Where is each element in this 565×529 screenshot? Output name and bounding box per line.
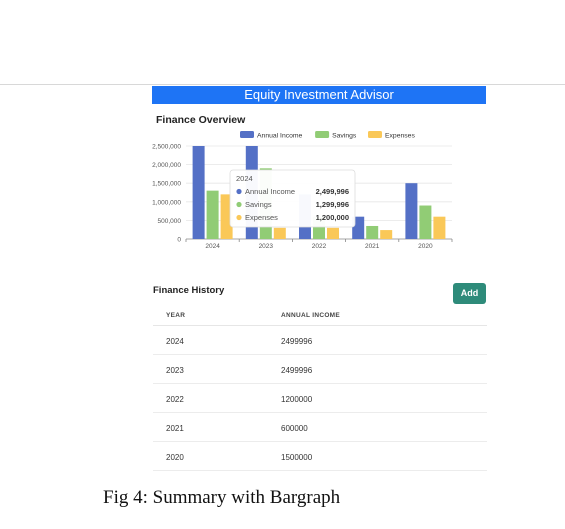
cell-year: 2020: [166, 453, 184, 462]
x-tick-label: 2020: [418, 243, 433, 250]
bar-savings-2021: [366, 225, 379, 239]
cell-year: 2023: [166, 366, 184, 375]
x-tick-label: 2021: [365, 243, 380, 250]
cell-annual-income: 1500000: [281, 453, 313, 462]
tooltip-marker: [236, 201, 242, 208]
table-row: 2021 600000: [153, 413, 487, 442]
finance-history-table: YEAR ANNUAL INCOME 2024 2499996 2023 249…: [153, 306, 487, 471]
cell-year: 2022: [166, 395, 184, 404]
cell-annual-income: 2499996: [281, 366, 313, 375]
app-header: Equity Investment Advisor: [152, 86, 486, 104]
legend-label-expenses: Expenses: [385, 133, 415, 140]
y-tick-label: 1,000,000: [152, 199, 181, 206]
cell-annual-income: 1200000: [281, 395, 313, 404]
bar-savings-2024: [206, 190, 219, 239]
y-tick-label: 2,000,000: [152, 162, 181, 169]
cell-annual-income: 2499996: [281, 337, 313, 346]
figure-caption: Fig 4: Summary with Bargraph: [103, 487, 341, 508]
top-divider: [0, 84, 565, 85]
tooltip-marker: [236, 214, 242, 221]
bar-expenses-2022: [327, 227, 339, 239]
cell-annual-income: 600000: [281, 424, 308, 433]
tooltip-value: 1,200,000: [316, 213, 349, 222]
cell-year: 2024: [166, 337, 184, 346]
legend-swatch-savings: [315, 131, 330, 138]
x-tick-label: 2024: [205, 243, 220, 250]
tooltip-title: 2024: [236, 174, 253, 183]
table-header: YEAR ANNUAL INCOME: [153, 306, 487, 326]
bar-annual-income-2024: [192, 146, 205, 239]
x-tick-label: 2022: [312, 243, 327, 250]
table-row: 2022 1200000: [153, 384, 487, 413]
tooltip-label: Expenses: [245, 213, 278, 222]
app-title: Equity Investment Advisor: [244, 87, 394, 102]
legend-label-annual-income: Annual Income: [257, 133, 303, 140]
bar-expenses-2021: [380, 230, 393, 239]
tooltip-marker: [236, 188, 242, 195]
legend-label-savings: Savings: [332, 133, 357, 140]
tooltip-box: [229, 169, 356, 228]
add-button[interactable]: Add: [453, 283, 486, 304]
x-tick-label: 2023: [259, 243, 274, 250]
bar-savings-2020: [419, 205, 432, 239]
finance-overview-title: Finance Overview: [156, 114, 246, 126]
column-header-year: YEAR: [166, 312, 186, 319]
table-row: 2023 2499996: [153, 355, 487, 384]
tooltip-value: 1,299,996: [316, 200, 349, 209]
cell-year: 2021: [166, 424, 184, 433]
finance-history-title: Finance History: [153, 285, 225, 296]
legend-swatch-expenses: [368, 131, 382, 138]
y-tick-label: 1,500,000: [152, 181, 181, 188]
y-tick-label: 500,000: [158, 218, 182, 225]
legend-swatch-annual-income: [240, 131, 254, 138]
y-tick-label: 0: [177, 237, 181, 244]
bar-expenses-2023: [273, 227, 286, 239]
table-row: 2024 2499996: [153, 326, 487, 355]
column-header-annual-income: ANNUAL INCOME: [281, 312, 341, 319]
bar-annual-income-2020: [405, 183, 418, 239]
tooltip-label: Annual Income: [245, 187, 295, 196]
y-tick-label: 2,500,000: [152, 144, 181, 151]
table-row: 2020 1500000: [153, 442, 487, 471]
tooltip-value: 2,499,996: [316, 187, 349, 196]
tooltip-label: Savings: [245, 200, 272, 209]
bar-expenses-2020: [433, 216, 446, 239]
